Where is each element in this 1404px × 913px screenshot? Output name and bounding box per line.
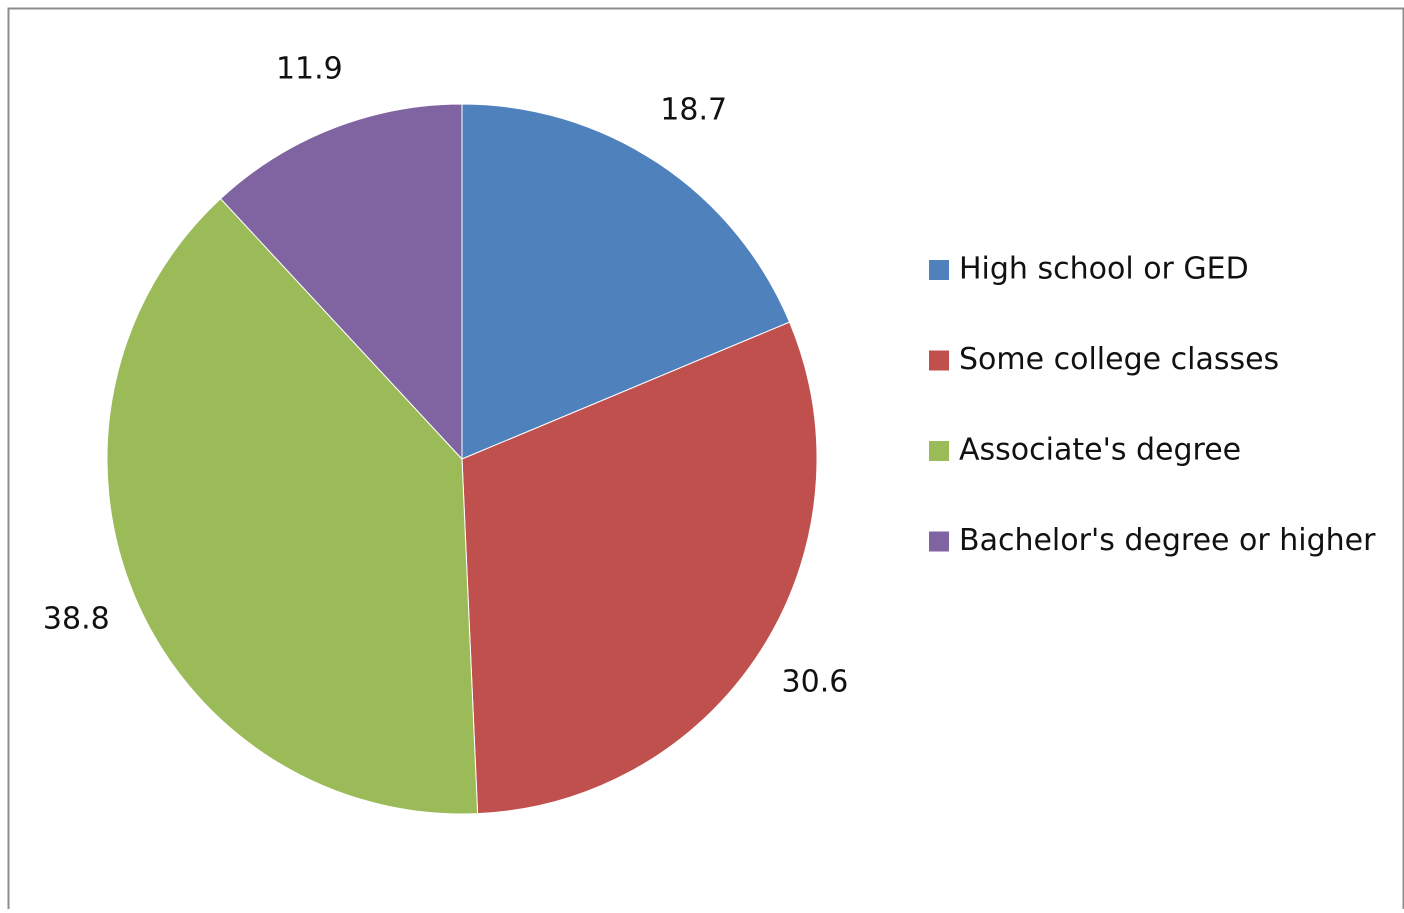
- pie-slice: [461, 103, 791, 460]
- legend-label: Some college classes: [959, 342, 1279, 377]
- legend-swatch: [929, 260, 949, 280]
- legend-label: Associate's degree: [959, 433, 1241, 468]
- legend-label: Bachelor's degree or higher: [959, 523, 1376, 558]
- legend-swatch: [929, 531, 949, 552]
- legend-label: High school or GED: [959, 252, 1249, 287]
- data-label: 30.6: [782, 664, 849, 699]
- data-label: 18.7: [660, 93, 727, 128]
- data-label: 38.8: [43, 602, 110, 637]
- pie-slice: [219, 103, 463, 461]
- data-label: 11.9: [276, 51, 343, 86]
- legend-swatch: [929, 441, 949, 461]
- pie-slice: [461, 321, 818, 815]
- legend-swatch: [929, 350, 949, 371]
- pie-slice: [106, 197, 479, 815]
